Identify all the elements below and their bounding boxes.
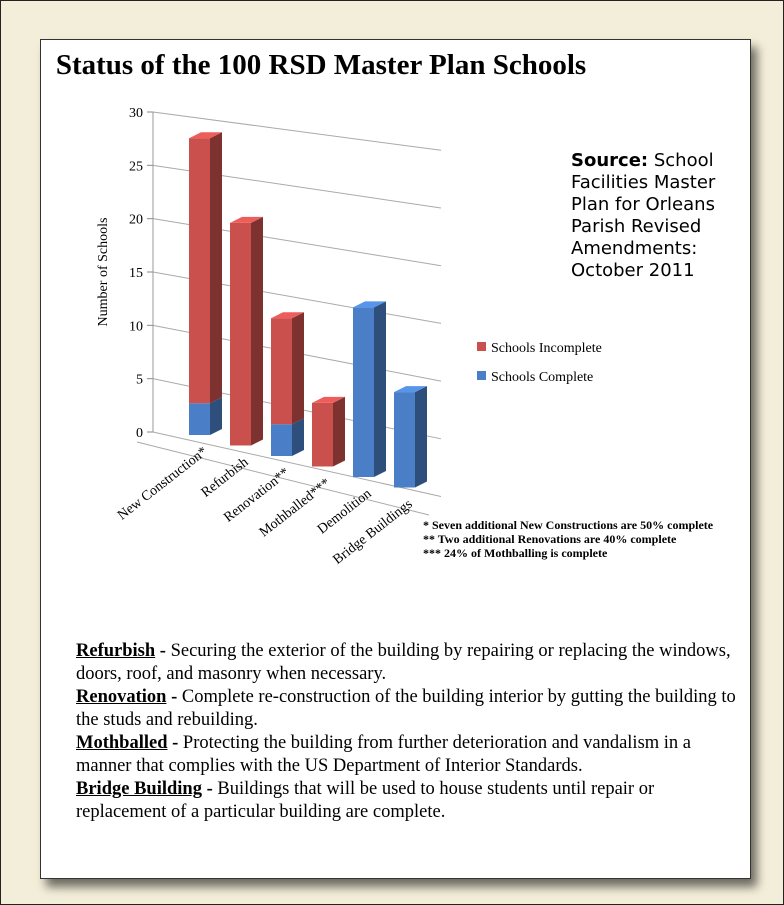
definition-term: Renovation [76, 687, 166, 707]
y-tick-label: 20 [129, 213, 143, 228]
footnote-2: ** Two additional Renovations are 40% co… [423, 532, 743, 546]
bar-segment-complete [189, 403, 210, 435]
source-note: Source: School Facilities Master Plan fo… [571, 150, 741, 282]
bar-segment-complete-side [415, 386, 427, 487]
bar-segment-complete [353, 307, 374, 477]
footnotes: * Seven additional New Constructions are… [423, 518, 743, 560]
bar-segment-complete [271, 424, 292, 456]
y-tick-label: 15 [129, 266, 143, 281]
y-tick-label: 25 [129, 159, 143, 174]
definition-mothballed: Mothballed - Protecting the building fro… [76, 732, 736, 778]
bar-segment-complete-side [210, 397, 222, 435]
definition-separator: - [166, 687, 181, 707]
y-tick-label: 5 [136, 373, 143, 388]
legend-swatch [477, 342, 486, 351]
y-tick-label: 30 [129, 106, 143, 121]
chart-legend: Schools Incomplete Schools Complete [477, 341, 602, 385]
bar-segment-incomplete-side [251, 217, 263, 446]
definition-term: Refurbish [76, 641, 155, 661]
definition-separator: - [155, 641, 170, 661]
bar-segment-incomplete [271, 318, 292, 424]
bar-segment-complete-side [374, 301, 386, 477]
bar-segment-incomplete-side [333, 397, 345, 467]
legend-swatch [477, 371, 486, 380]
definition-separator: - [202, 779, 217, 799]
legend-label: Schools Complete [491, 370, 593, 385]
bar-segment-complete-side [292, 418, 304, 456]
chart-bars [189, 132, 427, 487]
definitions: Refurbish - Securing the exterior of the… [76, 640, 736, 824]
definition-renovation: Renovation - Complete re-construction of… [76, 686, 736, 732]
y-axis-title: Number of Schools [96, 218, 111, 327]
definition-term: Mothballed [76, 733, 167, 753]
x-tick-label: Refurbish [199, 455, 252, 501]
footnote-3: *** 24% of Mothballing is complete [423, 546, 743, 560]
bar-segment-incomplete [189, 138, 210, 403]
definition-bridge-building: Bridge Building - Buildings that will be… [76, 778, 736, 824]
bar-segment-incomplete [230, 223, 251, 446]
legend-label: Schools Incomplete [491, 341, 602, 356]
y-tick-label: 10 [129, 319, 143, 334]
definition-separator: - [167, 733, 182, 753]
y-tick-label: 0 [136, 426, 143, 441]
chart-card: Status of the 100 RSD Master Plan School… [40, 39, 751, 879]
source-label: Source: [571, 150, 648, 171]
x-tick-label: New Construction* [115, 444, 210, 523]
definition-refurbish: Refurbish - Securing the exterior of the… [76, 640, 736, 686]
definition-text: Securing the exterior of the building by… [76, 641, 731, 684]
definition-term: Bridge Building [76, 779, 202, 799]
bar-segment-incomplete-side [292, 312, 304, 424]
bar-segment-incomplete [312, 403, 333, 467]
bar-segment-incomplete-side [210, 132, 222, 403]
footnote-1: * Seven additional New Constructions are… [423, 518, 743, 532]
bar-segment-complete [394, 392, 415, 487]
